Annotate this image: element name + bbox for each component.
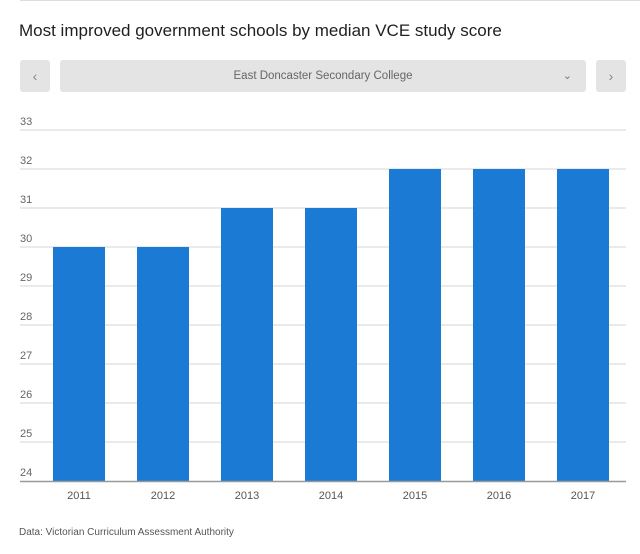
bar-2016 [473, 169, 525, 481]
x-tick-label: 2014 [319, 490, 343, 502]
y-tick-label: 27 [20, 350, 32, 362]
top-rule [20, 0, 640, 1]
y-tick-label: 32 [20, 155, 32, 167]
school-select-value: East Doncaster Secondary College [233, 70, 413, 82]
previous-school-button[interactable]: ‹ [20, 60, 50, 92]
next-school-button[interactable]: › [596, 60, 626, 92]
data-source-note: Data: Victorian Curriculum Assessment Au… [19, 527, 234, 538]
x-tick-label: 2015 [403, 490, 427, 502]
bar-2015 [389, 169, 441, 481]
y-tick-label: 28 [20, 311, 32, 323]
y-tick-label: 24 [20, 467, 32, 479]
x-tick-label: 2011 [67, 490, 91, 502]
x-tick-label: 2013 [235, 490, 259, 502]
bar-2017 [557, 169, 609, 481]
bar-2012 [137, 247, 189, 481]
chevron-left-icon: ‹ [32, 68, 38, 84]
bar-2014 [305, 208, 357, 481]
bar-2013 [221, 208, 273, 481]
chevron-right-icon: › [608, 68, 614, 84]
chart-title: Most improved government schools by medi… [19, 21, 502, 40]
school-select[interactable]: East Doncaster Secondary College ⌄ [60, 60, 586, 92]
chevron-down-icon: ⌄ [562, 70, 572, 82]
y-tick-label: 33 [20, 116, 32, 128]
school-navigator: ‹ East Doncaster Secondary College ⌄ › [20, 60, 626, 92]
y-tick-label: 25 [20, 428, 32, 440]
y-tick-label: 31 [20, 194, 32, 206]
bar-2011 [53, 247, 105, 481]
y-tick-label: 30 [20, 233, 32, 245]
x-tick-label: 2017 [571, 490, 595, 502]
y-tick-label: 29 [20, 272, 32, 284]
x-tick-label: 2016 [487, 490, 511, 502]
y-tick-label: 26 [20, 389, 32, 401]
x-tick-label: 2012 [151, 490, 175, 502]
bar-chart: 24 25 26 27 28 29 30 31 32 33 2011 2012 2013 2014 2015… [20, 116, 626, 502]
